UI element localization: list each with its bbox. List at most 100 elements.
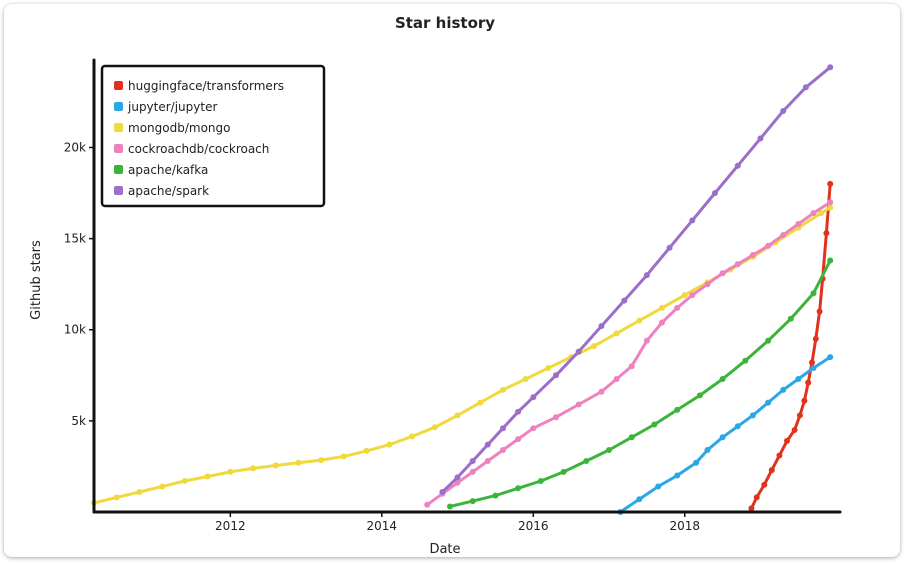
data-point xyxy=(689,292,696,299)
data-point xyxy=(780,232,787,238)
data-point xyxy=(643,272,650,279)
series-jupyter-jupyter xyxy=(617,354,834,515)
data-point xyxy=(674,304,681,311)
legend-label: jupyter/jupyter xyxy=(127,100,217,114)
y-tick-label: 15k xyxy=(64,232,86,246)
data-point xyxy=(719,434,726,441)
data-point xyxy=(809,359,815,366)
legend-box xyxy=(100,64,326,208)
legend: huggingface/transformers jupyter/jupyter m… xyxy=(100,64,326,208)
data-point xyxy=(553,414,559,421)
data-point xyxy=(181,478,188,484)
legend-label: apache/spark xyxy=(128,184,209,198)
data-point xyxy=(621,297,628,304)
data-point xyxy=(674,406,681,413)
series-cockroachdb-cockroach xyxy=(424,199,834,508)
x-tick-label: 2012 xyxy=(215,519,246,533)
data-point xyxy=(765,337,772,344)
legend-items: huggingface/transformers jupyter/jupyter m… xyxy=(114,79,284,198)
data-point xyxy=(386,441,393,448)
data-point xyxy=(484,441,491,448)
data-point xyxy=(530,394,537,401)
data-point xyxy=(424,501,431,508)
legend-swatch xyxy=(114,186,123,195)
data-point xyxy=(113,494,120,501)
data-point xyxy=(553,372,559,379)
data-point xyxy=(693,459,700,466)
legend-label: cockroachdb/cockroach xyxy=(128,142,269,156)
data-point xyxy=(696,392,703,399)
y-tick-label: 5k xyxy=(71,414,86,428)
data-point xyxy=(812,335,819,342)
x-axis-label: Date xyxy=(429,542,460,557)
data-point xyxy=(515,485,522,492)
data-point xyxy=(537,478,544,484)
data-point xyxy=(492,492,499,499)
data-point xyxy=(159,483,166,490)
x-tick-label: 2016 xyxy=(518,519,549,533)
series-layer xyxy=(91,64,834,515)
data-point xyxy=(681,292,688,299)
data-point xyxy=(340,453,347,460)
data-point xyxy=(484,458,491,464)
data-point xyxy=(802,84,809,91)
data-point xyxy=(704,281,711,288)
data-point xyxy=(742,357,749,364)
legend-swatch xyxy=(114,144,123,153)
legend-swatch xyxy=(114,102,123,111)
data-point xyxy=(810,290,817,297)
data-point xyxy=(780,108,787,114)
data-point xyxy=(469,468,476,475)
data-point xyxy=(827,64,834,71)
data-point xyxy=(628,434,635,441)
data-point xyxy=(796,412,803,419)
data-point xyxy=(598,323,605,330)
x-tick-label: 2014 xyxy=(367,519,398,533)
data-point xyxy=(655,483,662,490)
data-point xyxy=(469,498,476,505)
chart-title: Star history xyxy=(395,14,495,32)
data-point xyxy=(805,379,812,386)
data-point xyxy=(784,437,790,444)
data-point xyxy=(816,308,823,315)
data-point xyxy=(454,412,461,419)
data-point xyxy=(545,365,552,371)
x-axis-ticks: 2012 2014 2016 2018 xyxy=(215,512,700,533)
data-point xyxy=(606,447,612,453)
data-point xyxy=(749,252,756,258)
y-axis-ticks: 5k 10k 15k 20k xyxy=(64,140,94,428)
data-point xyxy=(748,505,755,512)
data-point xyxy=(439,489,446,495)
data-point xyxy=(689,217,696,224)
data-point xyxy=(250,465,256,472)
data-point xyxy=(204,473,211,480)
data-point xyxy=(613,330,620,337)
data-point xyxy=(469,458,476,464)
data-point xyxy=(515,408,522,415)
legend-label: mongodb/mongo xyxy=(128,121,230,135)
data-point xyxy=(765,242,772,249)
series-line-jupyter-jupyter xyxy=(618,355,832,514)
data-point xyxy=(749,412,756,419)
data-point xyxy=(636,496,643,503)
data-point xyxy=(636,317,643,324)
legend-swatch xyxy=(114,81,123,90)
data-point xyxy=(827,180,834,187)
data-point xyxy=(515,436,522,443)
legend-label: huggingface/transformers xyxy=(128,79,284,93)
data-point xyxy=(583,458,590,464)
series-apache-kafka xyxy=(447,257,834,510)
data-point xyxy=(674,472,681,479)
data-point xyxy=(776,452,783,459)
data-point xyxy=(823,230,830,237)
data-point xyxy=(454,479,461,486)
data-point xyxy=(575,401,582,408)
data-point xyxy=(712,190,718,196)
y-tick-label: 10k xyxy=(64,323,86,337)
data-point xyxy=(659,319,665,326)
data-point xyxy=(734,423,741,430)
data-point xyxy=(753,494,760,501)
data-point xyxy=(575,348,582,355)
data-point xyxy=(500,425,506,432)
legend-swatch xyxy=(114,123,123,132)
